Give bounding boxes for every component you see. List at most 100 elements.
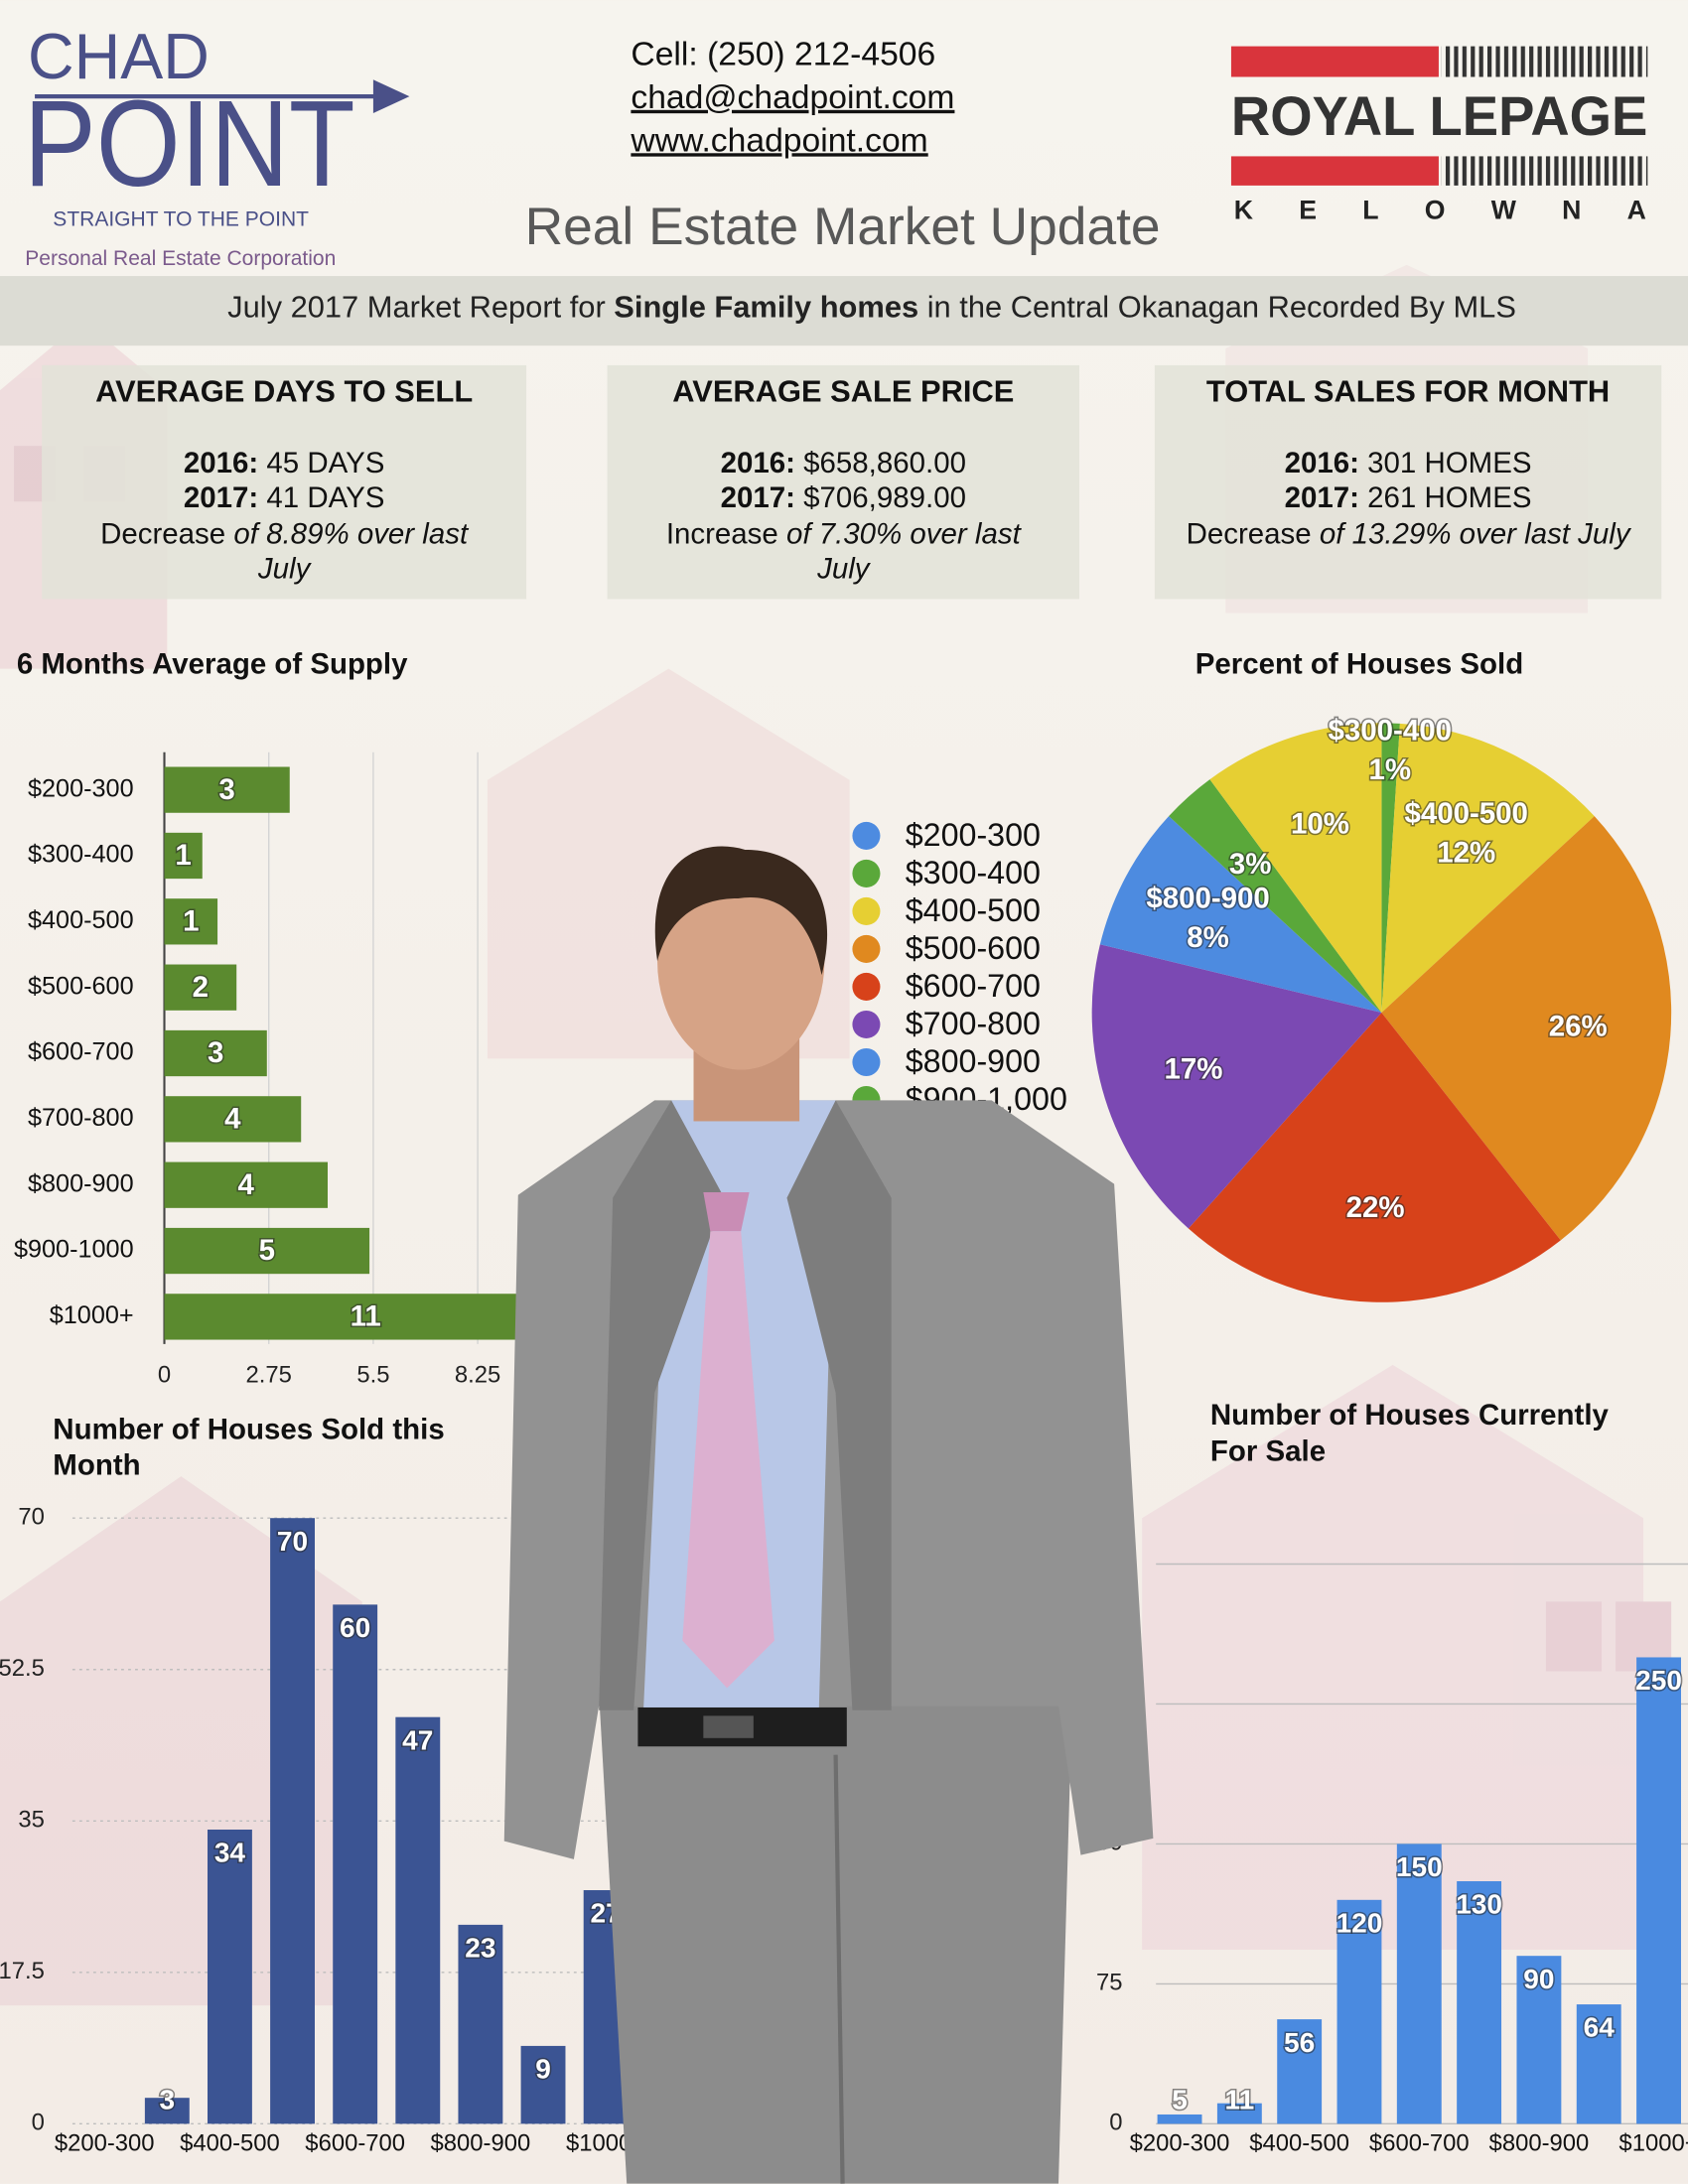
- stat-value: $658,860.00: [794, 446, 966, 479]
- bar: [207, 1829, 252, 2124]
- category-label: $900-1000: [14, 1236, 134, 1264]
- value-label: 11: [351, 1300, 381, 1333]
- stat-row: 2016: 301 HOMES: [1186, 445, 1631, 480]
- y-tick-label: 52.5: [0, 1655, 45, 1682]
- lapel: [786, 1100, 892, 1710]
- value-label: 5: [259, 1234, 275, 1267]
- legend-swatch: [852, 1010, 881, 1038]
- subtitle-band: [0, 276, 1688, 346]
- page-title: Real Estate Market Update: [525, 198, 1161, 256]
- value-label: 250: [1635, 1665, 1682, 1696]
- value-label: 1: [183, 905, 199, 938]
- value-label: 120: [1336, 1907, 1383, 1938]
- chart-title: 6 Months Average of Supply: [17, 648, 408, 681]
- stat-change-word: Decrease: [100, 517, 226, 550]
- stat-card-title: AVERAGE SALE PRICE: [672, 373, 1015, 409]
- slice-value-label: 17%: [1165, 1053, 1223, 1086]
- y-tick-label: 0: [1109, 2110, 1122, 2136]
- stat-year: 2017:: [720, 481, 795, 514]
- x-tick-label: 2.75: [246, 1361, 292, 1388]
- hair: [654, 846, 828, 976]
- legend-swatch: [852, 896, 881, 925]
- legend-label: $200-300: [906, 817, 1041, 853]
- value-label: 5: [1172, 2084, 1188, 2115]
- slice-value-label: 12%: [1437, 836, 1495, 869]
- bar: [164, 766, 290, 813]
- value-label: 4: [238, 1168, 255, 1201]
- pie-slice: [1099, 816, 1382, 1014]
- slice-category-label: $800-900: [1146, 883, 1269, 915]
- brand-barcode: [1441, 156, 1648, 186]
- value-label: 9: [535, 2054, 551, 2085]
- bar: [1516, 1956, 1562, 2124]
- legend-label: $500-600: [906, 930, 1041, 966]
- y-tick-label: 17.5: [0, 1958, 45, 1984]
- bar: [1157, 2114, 1202, 2124]
- x-tick-label: $1000+: [1618, 2130, 1688, 2157]
- category-label: $700-800: [28, 1104, 134, 1132]
- stat-value: 261 HOMES: [1358, 481, 1532, 514]
- value-label: 150: [1396, 1851, 1443, 1882]
- value-label: 3: [160, 2084, 176, 2115]
- stat-row: 2016: 45 DAYS: [72, 445, 495, 480]
- value-label: 23: [465, 1933, 495, 1964]
- stat-change-rest: of 8.89% over last July: [225, 517, 477, 586]
- y-tick-label: 0: [32, 2110, 45, 2136]
- pie-slice: [1381, 723, 1400, 1014]
- stat-change-rest: of 7.30% over last July: [777, 517, 1029, 586]
- slice-value-label: 8%: [1187, 921, 1229, 954]
- stat-row: 2017: 41 DAYS: [72, 480, 495, 516]
- contact-email[interactable]: chad@chadpoint.com: [631, 79, 954, 116]
- legend-swatch: [852, 821, 881, 850]
- legend-swatch: [852, 1047, 881, 1077]
- trousers: [599, 1692, 1073, 2184]
- pie-slice: [1381, 816, 1672, 1241]
- bar: [164, 1294, 568, 1340]
- tie: [682, 1231, 774, 1689]
- subtitle-part: July 2017 Market Report for: [227, 290, 614, 325]
- logo-corporation: Personal Real Estate Corporation: [25, 247, 336, 270]
- bar: [270, 1518, 315, 2124]
- bar: [164, 1227, 370, 1275]
- bar: [1457, 1881, 1502, 2124]
- x-tick-label: 8.25: [455, 1361, 500, 1388]
- stat-year: 2016:: [183, 446, 259, 479]
- contact-cell: Cell: (250) 212-4506: [631, 36, 935, 72]
- x-tick-label: $800-900: [1489, 2130, 1590, 2157]
- slice-value-label: 22%: [1346, 1191, 1405, 1224]
- subtitle-part: in the Central Okanagan Recorded By MLS: [918, 290, 1516, 325]
- value-label: 3: [208, 1036, 223, 1069]
- y-tick-label: 70: [18, 1504, 45, 1531]
- slice-category-label: $400-500: [1404, 797, 1527, 830]
- value-label: 1: [175, 839, 191, 872]
- value-label: 130: [1456, 1889, 1502, 1920]
- stat-row: 2016: $658,860.00: [637, 445, 1049, 480]
- x-tick-label: $200-300: [55, 2130, 155, 2157]
- legend-swatch: [852, 972, 881, 1001]
- stat-row: 2017: $706,989.00: [637, 480, 1049, 516]
- value-label: 2: [193, 971, 209, 1004]
- chart-title-box: Number of Houses Currently For Sale: [1210, 1400, 1609, 1468]
- stat-year: 2017:: [183, 481, 259, 514]
- subtitle-bold: Single Family homes: [614, 290, 918, 325]
- stat-card-title: TOTAL SALES FOR MONTH: [1205, 373, 1611, 409]
- bar: [164, 964, 237, 1011]
- stat-change: Increase of 7.30% over last July: [637, 516, 1049, 588]
- stat-card-body: AVERAGE SALE PRICE 2016: $658,860.00 2017:…: [607, 364, 1080, 600]
- chart-title: Number of Houses Sold this Month: [53, 1414, 445, 1482]
- x-tick-label: $200-300: [1130, 2130, 1230, 2157]
- value-label: 3: [218, 773, 234, 806]
- bar: [333, 1604, 378, 2124]
- contact-web[interactable]: www.chadpoint.com: [630, 122, 927, 159]
- bar: [520, 2045, 566, 2124]
- pie-slice: [1091, 944, 1382, 1229]
- tie-knot: [703, 1191, 750, 1232]
- brand-barcode: [1441, 46, 1648, 77]
- value-label: 64: [1584, 2012, 1616, 2043]
- x-tick-label: $800-900: [431, 2130, 531, 2157]
- bar: [1336, 1899, 1382, 2124]
- legend-label: $800-900: [906, 1043, 1041, 1079]
- pie-slice: [1188, 1013, 1561, 1302]
- logo-tagline: STRAIGHT TO THE POINT: [53, 208, 309, 231]
